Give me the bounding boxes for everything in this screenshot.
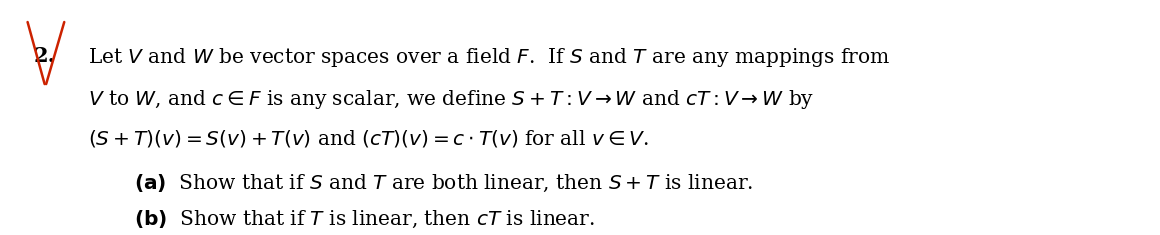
Text: $\mathbf{(b)}$  Show that if $T$ is linear, then $cT$ is linear.: $\mathbf{(b)}$ Show that if $T$ is linea… — [135, 209, 595, 230]
Text: $\mathbf{(a)}$  Show that if $S$ and $T$ are both linear, then $S+T$ is linear.: $\mathbf{(a)}$ Show that if $S$ and $T$ … — [135, 173, 754, 194]
Text: Let $V$ and $W$ be vector spaces over a field $F$.  If $S$ and $T$ are any mappi: Let $V$ and $W$ be vector spaces over a … — [88, 46, 890, 69]
Text: $(S+T)(v) = S(v) + T(v)$ and $(cT)(v) = c \cdot T(v)$ for all $v \in V$.: $(S+T)(v) = S(v) + T(v)$ and $(cT)(v) = … — [88, 128, 648, 149]
Text: 2.: 2. — [34, 46, 56, 66]
Text: $V$ to $W$, and $c \in F$ is any scalar, we define $S+T: V \to W$ and $cT: V \to: $V$ to $W$, and $c \in F$ is any scalar,… — [88, 88, 814, 111]
